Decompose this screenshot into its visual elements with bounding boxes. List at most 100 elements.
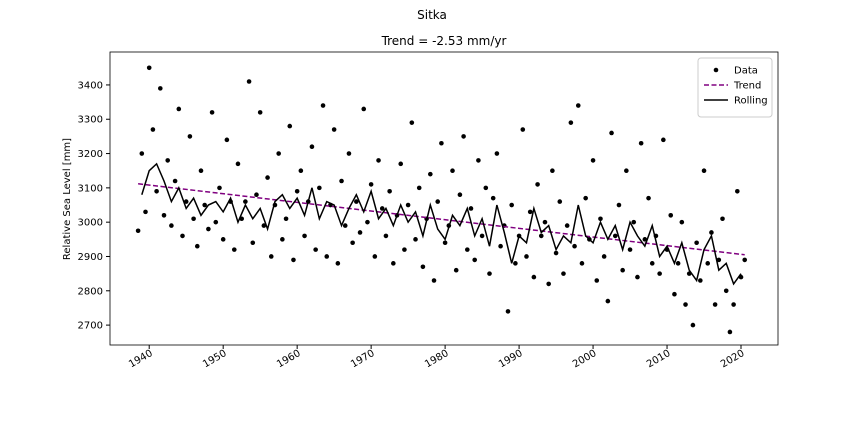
data-point xyxy=(409,120,415,125)
data-point xyxy=(642,237,648,242)
data-point xyxy=(191,216,196,222)
data-point xyxy=(387,188,392,194)
data-point xyxy=(735,188,740,194)
data-point xyxy=(176,106,182,112)
chart-suptitle: Sitka xyxy=(417,8,447,22)
data-point xyxy=(402,247,407,252)
data-point xyxy=(342,223,348,228)
data-point xyxy=(150,127,156,132)
data-point xyxy=(716,257,722,263)
data-point xyxy=(398,161,404,167)
data-point xyxy=(243,199,248,204)
data-point xyxy=(646,195,651,201)
data-point xyxy=(309,144,315,149)
chart-title: Trend = -2.53 mm/yr xyxy=(381,34,507,48)
data-point xyxy=(217,185,222,191)
data-point xyxy=(727,329,733,335)
data-point xyxy=(261,223,267,228)
data-point xyxy=(254,192,259,198)
data-point xyxy=(169,223,174,228)
data-point xyxy=(712,302,718,307)
data-point xyxy=(357,230,363,235)
data-point xyxy=(276,151,281,156)
data-point xyxy=(494,151,500,156)
data-point xyxy=(224,137,230,143)
data-point xyxy=(439,140,444,146)
data-point xyxy=(405,202,411,208)
data-point xyxy=(372,254,378,259)
data-point xyxy=(139,151,145,156)
data-point xyxy=(709,230,714,235)
data-point xyxy=(605,298,611,304)
data-point xyxy=(679,219,685,225)
data-point xyxy=(472,257,477,263)
rolling-line xyxy=(141,162,742,286)
data-point xyxy=(531,274,537,280)
data-point xyxy=(180,233,185,239)
legend-box xyxy=(697,57,773,118)
data-point xyxy=(250,240,256,246)
data-point xyxy=(620,267,625,273)
data-point xyxy=(220,237,226,242)
data-point xyxy=(361,106,367,112)
data-point xyxy=(509,202,514,208)
data-point xyxy=(313,247,318,252)
data-point xyxy=(535,182,540,187)
data-point xyxy=(420,264,426,270)
data-point xyxy=(546,281,551,287)
y-tick-label: 2800 xyxy=(78,286,103,297)
data-point xyxy=(183,199,189,204)
data-point xyxy=(483,185,489,191)
data-point xyxy=(194,243,200,249)
legend-marker xyxy=(713,67,719,73)
plot-frame xyxy=(109,51,779,346)
data-point xyxy=(231,247,237,252)
data-point xyxy=(268,254,274,259)
data-point xyxy=(498,243,503,249)
data-point xyxy=(720,216,725,222)
data-point xyxy=(661,137,666,143)
data-point xyxy=(561,271,566,276)
data-point xyxy=(165,158,171,163)
data-point xyxy=(468,206,474,211)
data-point xyxy=(731,302,736,307)
data-point xyxy=(320,103,326,108)
data-point xyxy=(317,185,322,191)
data-point xyxy=(465,247,470,252)
data-point xyxy=(668,213,674,218)
data-point xyxy=(383,233,389,239)
y-tick-label: 2700 xyxy=(78,321,103,332)
data-point xyxy=(339,178,344,184)
y-tick-label: 2900 xyxy=(78,252,103,263)
data-point xyxy=(235,161,241,167)
data-point xyxy=(524,254,529,259)
data-point xyxy=(612,233,618,239)
legend-label: Data xyxy=(734,66,758,77)
data-point xyxy=(246,79,252,84)
data-point xyxy=(490,195,496,201)
data-point xyxy=(542,219,548,225)
data-point xyxy=(690,322,696,328)
data-point xyxy=(513,261,518,266)
data-point xyxy=(635,274,640,280)
data-point xyxy=(568,120,574,125)
data-point xyxy=(672,291,677,297)
data-point xyxy=(206,226,211,232)
data-point xyxy=(335,261,341,266)
data-point xyxy=(609,130,614,136)
data-point xyxy=(450,168,455,174)
data-point xyxy=(683,302,688,307)
y-tick-label: 3200 xyxy=(78,149,103,160)
data-point xyxy=(298,168,304,174)
data-point xyxy=(331,127,337,132)
data-point xyxy=(550,168,555,174)
data-point xyxy=(154,188,159,194)
data-point xyxy=(146,65,152,71)
data-point xyxy=(594,278,600,283)
data-point xyxy=(324,254,330,259)
data-point xyxy=(283,216,289,222)
data-point xyxy=(172,178,178,184)
data-point xyxy=(416,185,422,191)
data-point xyxy=(442,240,448,246)
data-point xyxy=(135,228,141,234)
